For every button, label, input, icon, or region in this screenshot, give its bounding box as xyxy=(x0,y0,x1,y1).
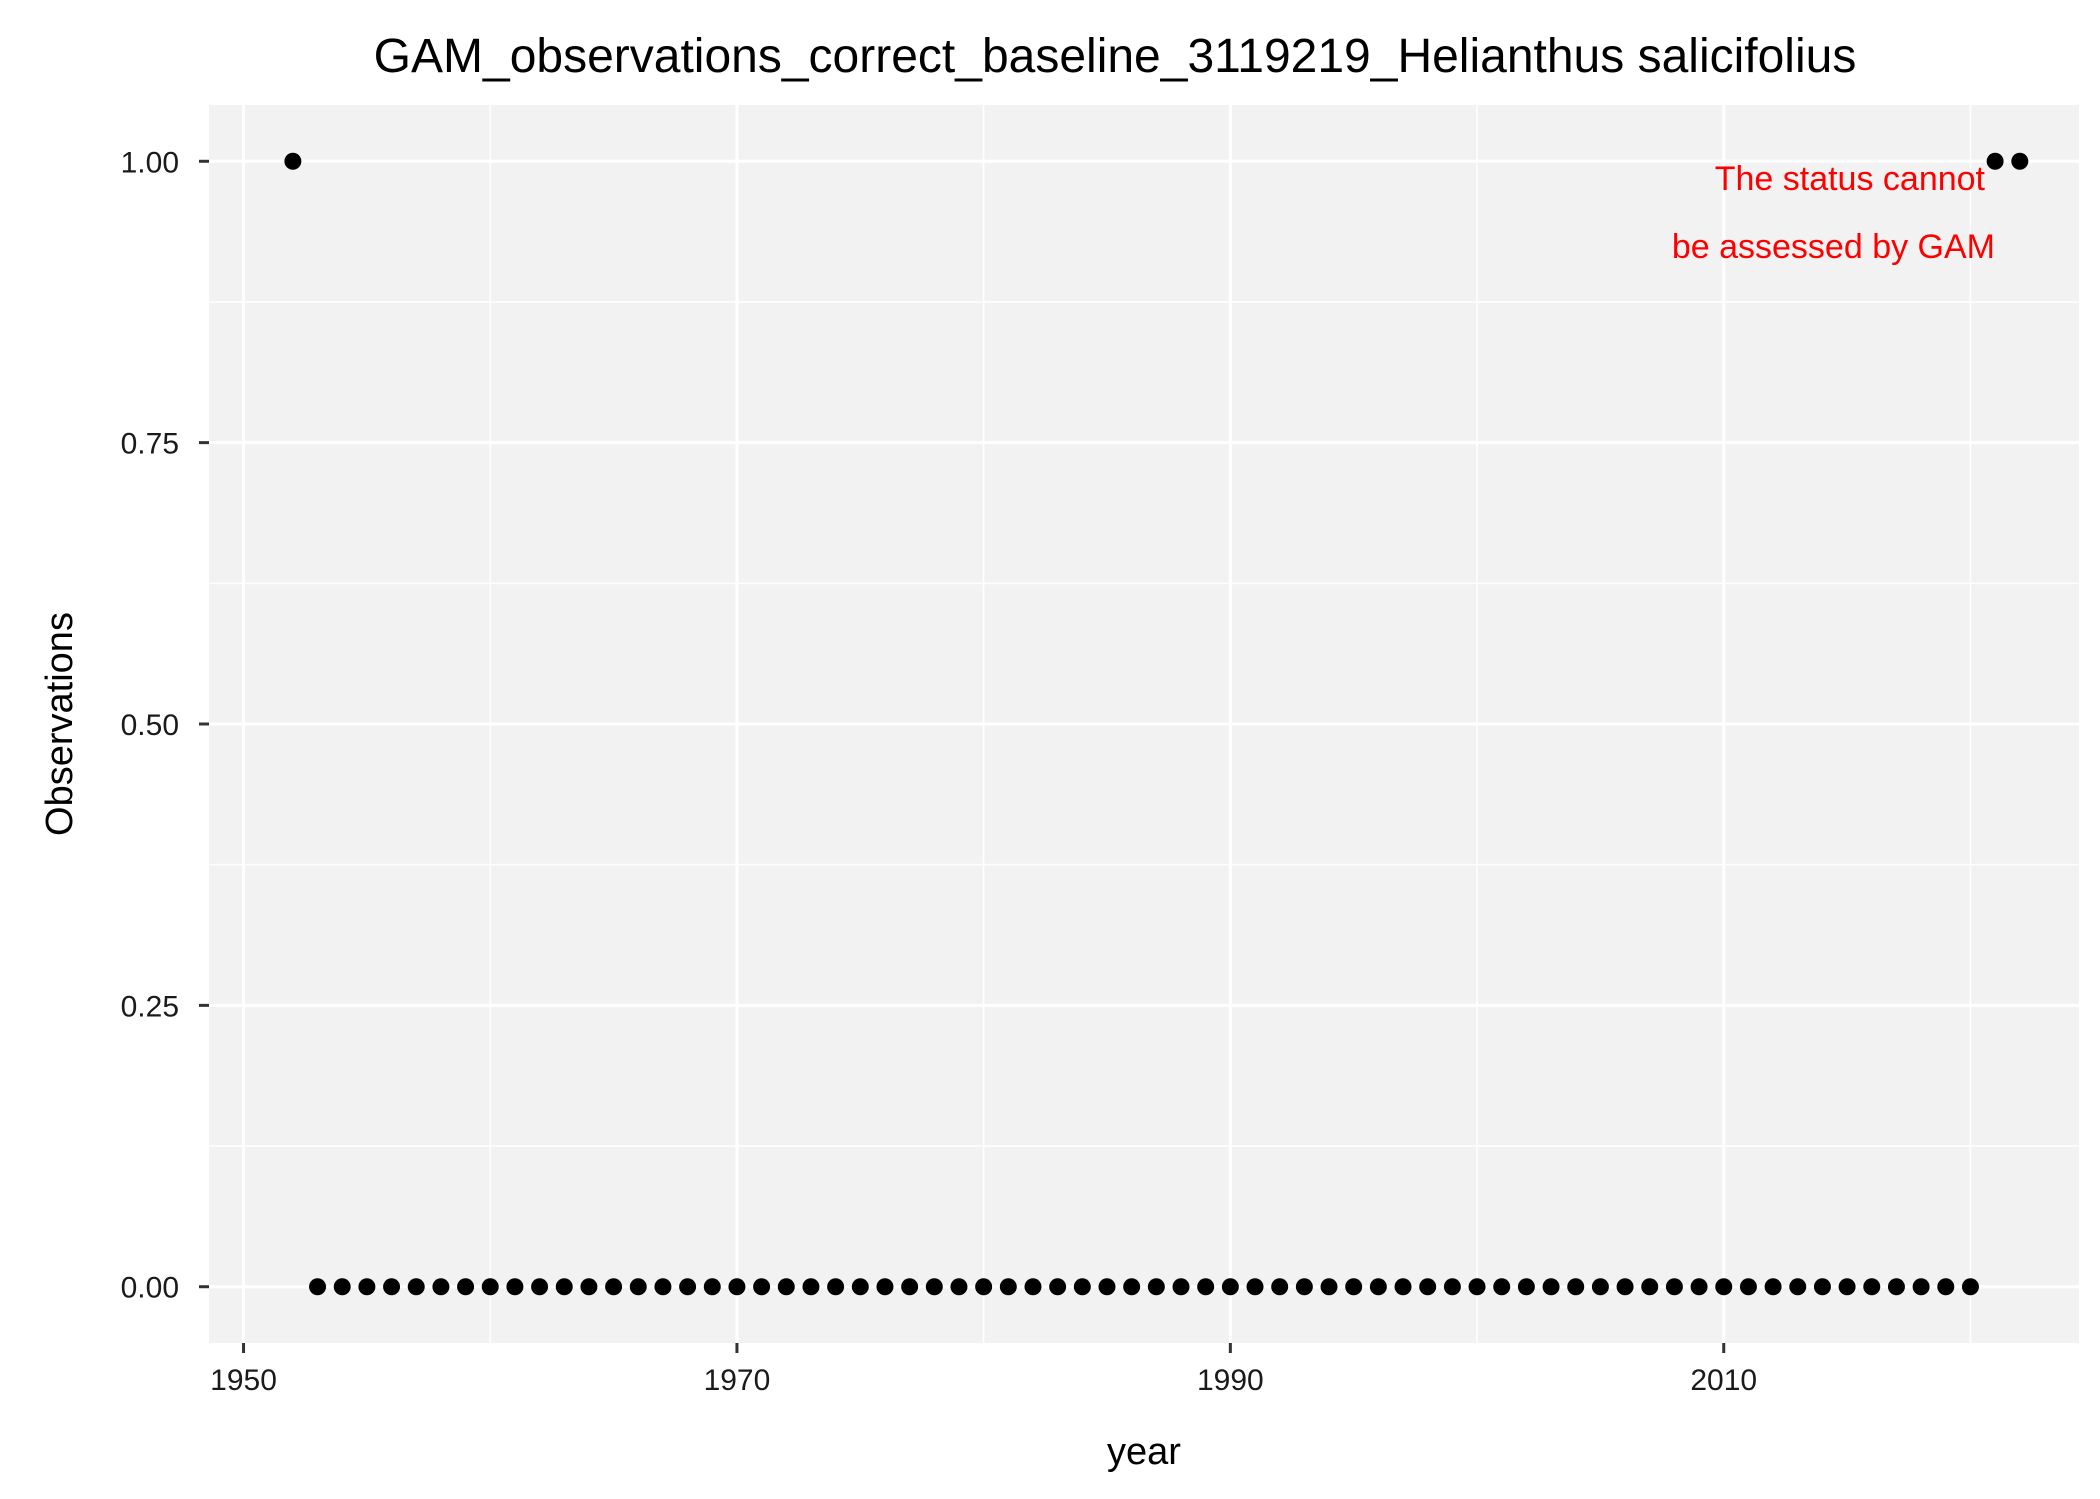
data-point xyxy=(1690,1278,1708,1296)
data-point xyxy=(432,1278,450,1296)
x-tick-label: 1950 xyxy=(210,1364,277,1397)
data-point xyxy=(1493,1278,1511,1296)
data-point xyxy=(1147,1278,1165,1296)
data-points xyxy=(284,152,2029,1296)
data-point xyxy=(309,1278,327,1296)
data-point xyxy=(1591,1278,1609,1296)
data-point xyxy=(851,1278,869,1296)
data-point xyxy=(1641,1278,1659,1296)
data-point xyxy=(1986,152,2004,170)
data-point xyxy=(703,1278,721,1296)
annotation: The status cannot be assessed by GAM xyxy=(1672,160,1995,266)
data-point xyxy=(531,1278,549,1296)
data-point xyxy=(481,1278,499,1296)
data-point xyxy=(1295,1278,1313,1296)
chart-title: GAM_observations_correct_baseline_311921… xyxy=(374,30,1857,83)
data-point xyxy=(1616,1278,1634,1296)
data-point xyxy=(1320,1278,1338,1296)
y-tick-label: 0.75 xyxy=(121,428,179,461)
x-tick-label: 1990 xyxy=(1197,1364,1264,1397)
data-point xyxy=(1369,1278,1387,1296)
data-point xyxy=(679,1278,697,1296)
data-point xyxy=(1221,1278,1239,1296)
data-point xyxy=(975,1278,993,1296)
data-point xyxy=(407,1278,425,1296)
x-tick-label: 2010 xyxy=(1690,1364,1757,1397)
data-point xyxy=(1098,1278,1116,1296)
y-tick-label: 1.00 xyxy=(121,146,179,179)
y-tick-label: 0.00 xyxy=(121,1272,179,1305)
data-point xyxy=(901,1278,919,1296)
x-tick-label: 1970 xyxy=(704,1364,771,1397)
data-point xyxy=(1345,1278,1363,1296)
data-point xyxy=(999,1278,1017,1296)
data-point xyxy=(1271,1278,1289,1296)
data-point xyxy=(802,1278,820,1296)
data-point xyxy=(1961,1278,1979,1296)
annotation-line-1: The status cannot xyxy=(1715,160,1986,198)
data-point xyxy=(457,1278,475,1296)
data-point xyxy=(1912,1278,1930,1296)
data-point xyxy=(333,1278,351,1296)
data-point xyxy=(1517,1278,1535,1296)
data-point xyxy=(1764,1278,1782,1296)
data-point xyxy=(1739,1278,1757,1296)
data-point xyxy=(1887,1278,1905,1296)
data-point xyxy=(358,1278,376,1296)
data-point xyxy=(1443,1278,1461,1296)
data-point xyxy=(753,1278,771,1296)
data-point xyxy=(777,1278,795,1296)
data-point xyxy=(555,1278,573,1296)
data-point xyxy=(1394,1278,1412,1296)
data-point xyxy=(629,1278,647,1296)
data-point xyxy=(1567,1278,1585,1296)
data-point xyxy=(728,1278,746,1296)
data-point xyxy=(2011,152,2029,170)
y-tick-label: 0.50 xyxy=(121,709,179,742)
x-axis-title: year xyxy=(1107,1431,1181,1473)
data-point xyxy=(1937,1278,1955,1296)
data-point xyxy=(1024,1278,1042,1296)
data-point xyxy=(925,1278,943,1296)
data-point xyxy=(284,152,302,170)
data-point xyxy=(1863,1278,1881,1296)
data-point xyxy=(876,1278,894,1296)
data-point xyxy=(506,1278,524,1296)
data-point xyxy=(1246,1278,1264,1296)
data-point xyxy=(1073,1278,1091,1296)
data-point xyxy=(383,1278,401,1296)
x-axis: 1950 1970 1990 2010 xyxy=(210,1343,1757,1397)
data-point xyxy=(605,1278,623,1296)
y-axis-title: Observations xyxy=(39,612,81,836)
data-point xyxy=(1049,1278,1067,1296)
data-point xyxy=(1123,1278,1141,1296)
major-gridlines xyxy=(209,105,2079,1343)
data-point xyxy=(1813,1278,1831,1296)
data-point xyxy=(1715,1278,1733,1296)
data-point xyxy=(1419,1278,1437,1296)
data-point xyxy=(1838,1278,1856,1296)
data-point xyxy=(580,1278,598,1296)
data-point xyxy=(654,1278,672,1296)
data-point xyxy=(1172,1278,1190,1296)
data-point xyxy=(1542,1278,1560,1296)
data-point xyxy=(1197,1278,1215,1296)
y-tick-label: 0.25 xyxy=(121,990,179,1023)
data-point xyxy=(1789,1278,1807,1296)
data-point xyxy=(1468,1278,1486,1296)
data-point xyxy=(827,1278,845,1296)
data-point xyxy=(1665,1278,1683,1296)
annotation-line-2: be assessed by GAM xyxy=(1672,228,1995,266)
y-axis: 0.00 0.25 0.50 0.75 1.00 xyxy=(121,146,209,1305)
data-point xyxy=(950,1278,968,1296)
